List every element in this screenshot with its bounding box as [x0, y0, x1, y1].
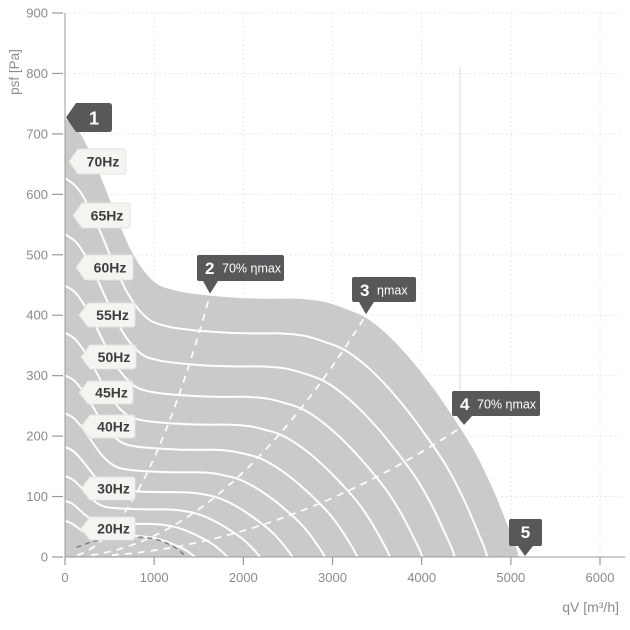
frequency-tag-shape — [78, 302, 136, 328]
marker-2[interactable]: 2 70% ηmax — [197, 255, 284, 294]
y-tick-label: 900 — [26, 6, 48, 21]
marker-4-label: 70% ηmax — [477, 398, 537, 412]
marker-3-label: ηmax — [377, 284, 408, 298]
operating-area — [65, 117, 520, 557]
x-tick-label: 3000 — [318, 570, 347, 585]
frequency-tag-20hz: 20Hz — [80, 516, 136, 541]
y-tick-label: 200 — [26, 429, 48, 444]
marker-5-shape — [509, 519, 542, 556]
frequency-tag-shape — [80, 344, 137, 370]
stall-boundary — [76, 536, 186, 557]
y-tick-label: 100 — [26, 489, 48, 504]
efficiency-line-3 — [90, 314, 367, 557]
marker-2-label: 70% ηmax — [222, 262, 282, 276]
frequency-tag-label: 20Hz — [97, 521, 130, 537]
fan-curve-25hz — [64, 500, 229, 558]
tick-labels-layer: 0 100 200 300 400 500 600 700 800 900 0 1000 2000 300… — [26, 6, 614, 586]
y-tick-label: 800 — [26, 66, 48, 81]
frequency-tag-shape — [78, 380, 134, 405]
marker-3-shape — [352, 277, 416, 315]
y-tick-label: 0 — [41, 550, 48, 565]
frequency-tag-label: 40Hz — [97, 419, 130, 435]
marker-1-shape — [66, 103, 112, 132]
y-tick-label: 700 — [26, 126, 48, 141]
x-tick-label: 4000 — [407, 570, 436, 585]
frequency-tag-shape — [68, 148, 127, 175]
frequency-tag-shape — [80, 414, 136, 439]
marker-4[interactable]: 4 70% ηmax — [452, 391, 540, 425]
marker-5[interactable]: 5 — [509, 519, 542, 556]
marker-5-number: 5 — [521, 523, 530, 542]
y-tick-label: 400 — [26, 308, 48, 323]
fan-curve-35hz — [64, 446, 294, 558]
marker-4-number: 4 — [460, 395, 470, 414]
frequency-tag-shape — [75, 254, 134, 281]
frequency-tag-shape — [80, 516, 136, 541]
fan-curve-40hz — [64, 412, 326, 558]
frequency-tag-label: 30Hz — [97, 481, 130, 497]
efficiency-line-2 — [76, 294, 211, 557]
grid-layer — [65, 12, 622, 557]
frequency-tag-label: 70Hz — [87, 154, 120, 170]
frequency-tag-40hz: 40Hz — [80, 414, 136, 439]
y-axis-title: psf [Pa] — [7, 49, 22, 95]
frequency-tag-70hz: 70Hz — [68, 148, 127, 175]
markers-layer: 1 2 70% ηmax 3 ηmax 4 70% ηmax 5 — [66, 103, 542, 556]
frequency-tag-30hz: 30Hz — [80, 476, 136, 501]
marker-3-number: 3 — [360, 281, 369, 300]
stall-boundary-layer — [76, 536, 186, 557]
frequency-tag-label: 60Hz — [94, 260, 127, 276]
marker-1[interactable]: 1 — [66, 103, 112, 132]
operating-area-layer — [65, 117, 520, 557]
axes-layer — [52, 12, 625, 565]
marker-2-number: 2 — [205, 259, 214, 278]
frequency-tag-label: 55Hz — [96, 307, 129, 323]
efficiency-line-4 — [111, 425, 465, 557]
y-tick-label: 600 — [26, 187, 48, 202]
y-tick-label: 500 — [26, 247, 48, 262]
frequency-tag-45hz: 45Hz — [78, 380, 134, 405]
frequency-tag-label: 65Hz — [91, 208, 124, 224]
frequency-tags-layer: 70Hz 65Hz 60Hz 55Hz 50Hz 45Hz 40Hz 30Hz 20Hz — [68, 148, 137, 541]
x-tick-label: 2000 — [229, 570, 258, 585]
efficiency-lines-layer — [76, 294, 465, 557]
frequency-tag-label: 50Hz — [98, 349, 131, 365]
frequency-tag-label: 45Hz — [95, 385, 128, 401]
x-tick-label: 6000 — [586, 570, 615, 585]
frequency-tag-55hz: 55Hz — [78, 302, 136, 328]
x-tick-label: 0 — [61, 570, 68, 585]
x-axis-title: qV [m³/h] — [562, 599, 619, 615]
marker-3[interactable]: 3 ηmax — [352, 277, 416, 315]
marker-1-number: 1 — [89, 109, 99, 129]
x-tick-label: 1000 — [140, 570, 169, 585]
frequency-tag-shape — [72, 202, 131, 229]
frequency-tag-50hz: 50Hz — [80, 344, 137, 370]
y-tick-label: 300 — [26, 368, 48, 383]
x-tick-label: 5000 — [496, 570, 525, 585]
marker-4-shape — [452, 391, 540, 425]
marker-2-shape — [197, 255, 284, 294]
frequency-tag-60hz: 60Hz — [75, 254, 134, 281]
frequency-tag-shape — [80, 476, 136, 501]
frequency-tag-65hz: 65Hz — [72, 202, 131, 229]
